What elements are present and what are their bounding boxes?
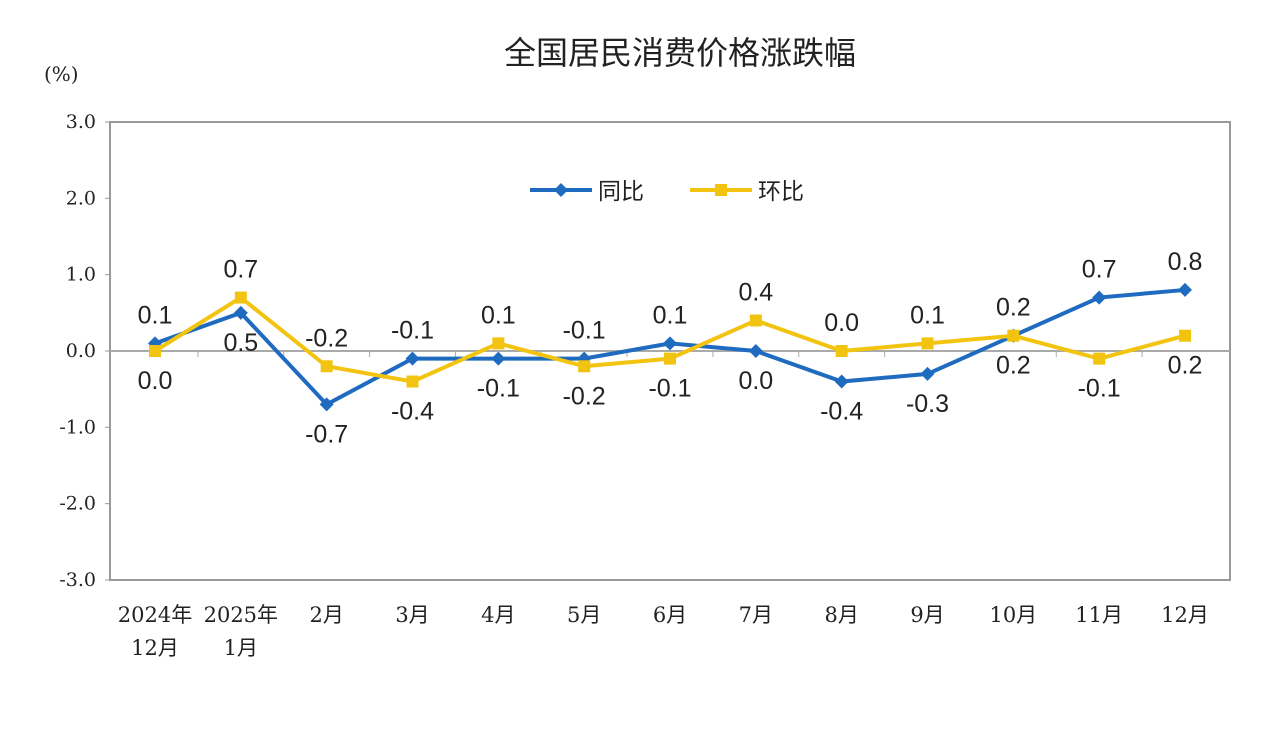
x-tick-label: 4月 (481, 603, 515, 627)
data-label: 0.1 (653, 301, 688, 329)
x-tick-label: 11月 (1075, 603, 1123, 627)
data-label: 0.1 (481, 301, 516, 329)
data-label: 0.0 (824, 309, 859, 337)
data-point (920, 366, 935, 381)
data-label: -0.1 (391, 317, 434, 345)
data-label: 0.0 (738, 367, 773, 395)
data-point (320, 360, 333, 373)
data-point (491, 351, 506, 366)
x-tick-label: 3月 (395, 603, 429, 627)
x-tick-label: 8月 (824, 603, 858, 627)
y-tick-label: -2.0 (59, 493, 96, 515)
data-point (578, 360, 591, 373)
data-label: -0.2 (563, 382, 606, 410)
data-label: -0.1 (477, 375, 520, 403)
data-label: -0.4 (391, 398, 434, 426)
y-axis-unit: (%) (44, 62, 79, 86)
data-point (319, 397, 334, 412)
data-label: 0.7 (1082, 256, 1117, 284)
data-point (921, 337, 934, 350)
data-label: -0.2 (305, 324, 348, 352)
x-tick-label: 6月 (653, 603, 687, 627)
data-point (835, 345, 848, 357)
y-tick-label: 0.0 (66, 340, 96, 362)
y-tick-label: 1.0 (66, 264, 96, 286)
data-point (492, 337, 505, 350)
x-tick-label: 12月 (1161, 603, 1209, 627)
data-point (1179, 329, 1191, 342)
data-point (663, 336, 677, 351)
legend-label: 同比 (598, 179, 644, 205)
data-label: 0.0 (138, 367, 173, 395)
data-point (834, 374, 849, 389)
data-point (406, 375, 419, 388)
data-point (1007, 329, 1020, 342)
data-label: -0.7 (305, 420, 348, 448)
data-label: -0.1 (648, 375, 691, 403)
data-label: 0.2 (996, 352, 1031, 380)
data-point (664, 352, 676, 365)
data-label: 0.2 (1168, 352, 1203, 380)
data-label: 0.8 (1168, 248, 1203, 276)
x-tick-label: 12月 (131, 636, 179, 660)
data-point (749, 314, 762, 327)
x-tick-label: 1月 (224, 636, 258, 660)
data-point (149, 345, 161, 357)
data-label: 0.4 (738, 278, 773, 306)
x-tick-label: 2025年 (204, 603, 278, 627)
data-point (1092, 290, 1107, 305)
legend-marker (554, 183, 568, 197)
x-tick-label: 2月 (309, 603, 343, 627)
x-tick-label: 9月 (910, 603, 944, 627)
y-tick-label: -1.0 (59, 416, 96, 438)
data-label: -0.3 (906, 390, 949, 418)
data-label: -0.4 (820, 398, 863, 426)
data-point (1178, 282, 1192, 297)
x-tick-label: 2024年 (118, 603, 192, 627)
data-label: 0.2 (996, 294, 1031, 322)
data-point (748, 344, 763, 358)
x-tick-label: 5月 (567, 603, 601, 627)
data-point (1093, 352, 1106, 365)
data-label: -0.1 (1078, 375, 1121, 403)
legend-marker (715, 184, 727, 196)
data-label: 0.1 (138, 301, 173, 329)
chart-title: 全国居民消费价格涨跌幅 (503, 34, 856, 72)
data-point (405, 351, 420, 366)
y-tick-label: -3.0 (59, 569, 96, 591)
data-point (233, 305, 248, 320)
legend-label: 环比 (758, 179, 804, 205)
data-label: 0.5 (223, 329, 258, 357)
x-tick-label: 10月 (989, 603, 1037, 627)
x-tick-label: 7月 (739, 603, 773, 627)
data-label: 0.7 (223, 256, 258, 284)
y-tick-label: 3.0 (66, 111, 96, 133)
y-tick-label: 2.0 (66, 187, 96, 209)
data-label: -0.1 (563, 317, 606, 345)
data-label: 0.1 (910, 301, 945, 329)
data-point (234, 291, 247, 304)
